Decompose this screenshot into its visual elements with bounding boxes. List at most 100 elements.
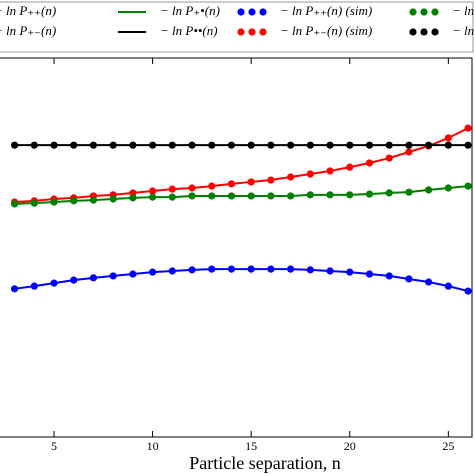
series-marker: [70, 141, 78, 149]
series-marker: [109, 141, 117, 149]
series-marker: [227, 180, 236, 188]
legend-label: − ln P••(n) (sim): [452, 23, 474, 38]
series-marker: [365, 159, 374, 167]
series-marker: [247, 265, 255, 273]
series-marker: [444, 282, 452, 290]
series-marker: [70, 276, 78, 284]
series-marker: [346, 163, 354, 171]
series-marker: [287, 141, 295, 149]
series-marker: [168, 141, 176, 149]
series-marker: [30, 141, 38, 149]
legend-marker: [259, 8, 267, 16]
series-marker: [149, 193, 157, 201]
legend-marker: [431, 8, 439, 16]
series-line: [14, 127, 469, 204]
series-marker: [267, 176, 275, 184]
series-marker: [326, 191, 334, 199]
series-marker: [464, 124, 472, 132]
series-marker: [326, 141, 334, 149]
series-marker: [405, 275, 413, 283]
series-line: [14, 268, 469, 293]
series-marker: [208, 141, 216, 149]
legend-label: − ln P₊₊(n): [0, 3, 56, 18]
series-marker: [365, 270, 374, 278]
series-marker: [425, 141, 433, 149]
series-marker: [10, 200, 19, 208]
series-marker: [168, 267, 176, 275]
legend-label: − ln P₊•(n): [160, 3, 220, 18]
series-marker: [149, 268, 157, 276]
series-marker: [287, 265, 295, 273]
series-marker: [168, 185, 176, 193]
series-marker: [346, 268, 354, 276]
series-marker: [464, 287, 472, 295]
legend-label: − ln P₊•(n) (sim): [452, 3, 474, 18]
legend-marker: [431, 28, 439, 36]
legend-box: [0, 1, 474, 53]
legend-label: − ln P••(n): [160, 23, 218, 38]
series-marker: [227, 141, 236, 149]
series-marker: [129, 194, 137, 202]
series-marker: [346, 141, 354, 149]
series-marker: [30, 282, 38, 290]
series-marker: [50, 141, 58, 149]
x-tick-label: 25: [442, 439, 454, 453]
series-marker: [444, 134, 452, 142]
series-marker: [267, 192, 275, 200]
series-marker: [227, 192, 236, 200]
series-marker: [208, 265, 216, 273]
series-marker: [149, 187, 157, 195]
series-marker: [109, 272, 117, 280]
series-marker: [385, 154, 393, 162]
x-tick-label: 5: [51, 439, 57, 453]
series-marker: [326, 267, 334, 275]
legend-marker: [248, 8, 256, 16]
series-marker: [188, 266, 196, 274]
series-marker: [247, 178, 255, 186]
legend-marker: [248, 28, 256, 36]
series-marker: [227, 265, 236, 273]
x-tick-label: 10: [147, 439, 159, 453]
series-marker: [425, 278, 433, 286]
series-marker: [306, 266, 314, 274]
series-marker: [346, 191, 354, 199]
series-marker: [149, 141, 157, 149]
legend-marker: [420, 28, 428, 36]
series-marker: [50, 279, 58, 287]
legend-marker: [237, 8, 245, 16]
legend-marker: [259, 28, 267, 36]
series-marker: [188, 141, 196, 149]
series-marker: [306, 141, 314, 149]
x-tick-label: 15: [245, 439, 257, 453]
series-marker: [326, 167, 334, 175]
x-axis-label: Particle separation, n: [189, 453, 340, 473]
series-marker: [405, 148, 413, 156]
series-marker: [464, 141, 472, 149]
series-marker: [188, 192, 196, 200]
legend-marker: [420, 8, 428, 16]
series-marker: [306, 191, 314, 199]
series-marker: [50, 198, 58, 206]
series-marker: [385, 189, 393, 197]
series-marker: [129, 141, 137, 149]
series-marker: [10, 141, 19, 149]
series-marker: [89, 274, 98, 282]
series-marker: [10, 285, 19, 293]
series-marker: [89, 141, 98, 149]
series-marker: [405, 141, 413, 149]
series-line: [14, 185, 469, 205]
legend-label: − ln P₊₋(n) (sim): [280, 23, 372, 38]
series-marker: [464, 182, 472, 190]
legend-marker: [409, 8, 417, 16]
series-marker: [70, 197, 78, 205]
series-marker: [385, 141, 393, 149]
series-marker: [247, 192, 255, 200]
series-marker: [267, 265, 275, 273]
series-marker: [129, 189, 137, 197]
legend-label: − ln P₊₋(n): [0, 23, 56, 38]
series-marker: [306, 170, 314, 178]
legend-marker: [237, 28, 245, 36]
series-marker: [287, 192, 295, 200]
series-marker: [129, 270, 137, 278]
